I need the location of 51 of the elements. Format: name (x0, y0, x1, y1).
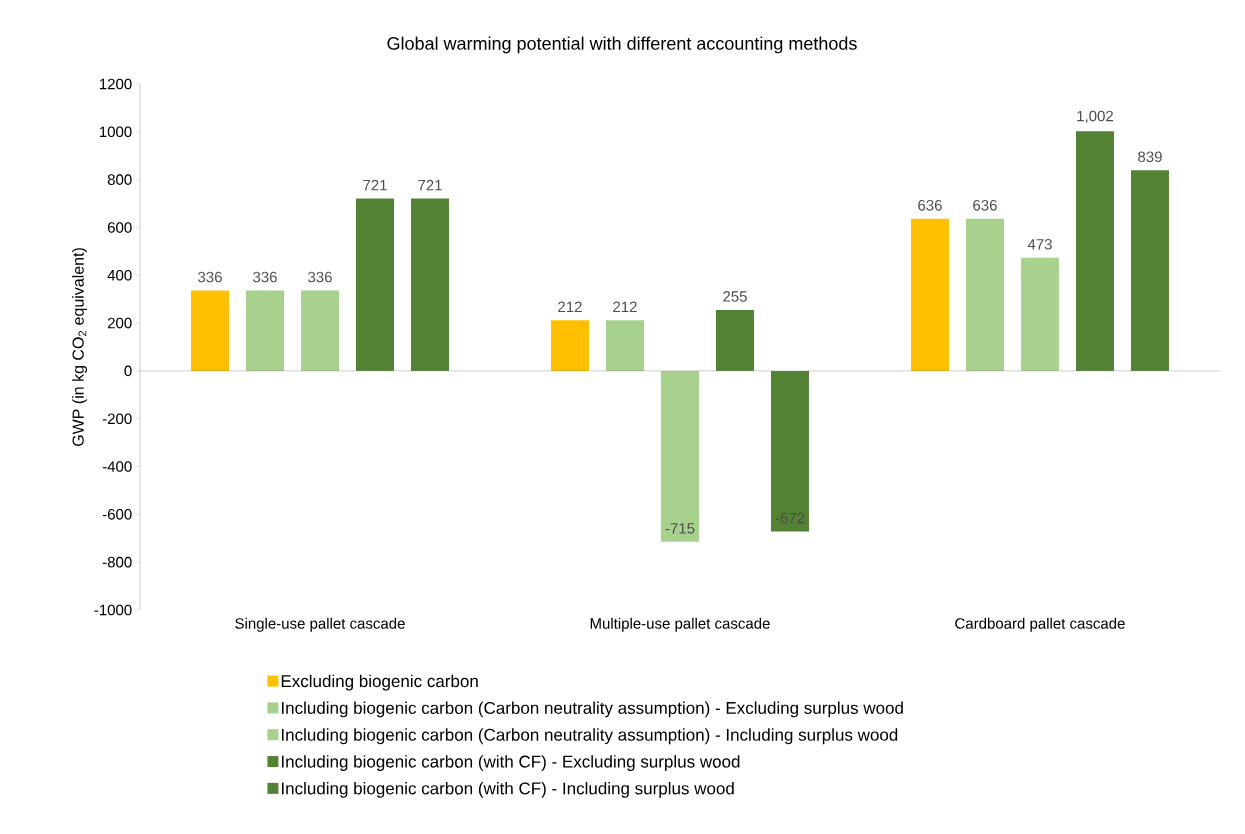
y-tick-label: -600 (102, 509, 132, 520)
data-label: 636 (973, 200, 997, 211)
bar (770, 370, 809, 532)
bar (411, 198, 449, 371)
bar (910, 218, 949, 371)
data-label: 473 (1027, 238, 1052, 250)
y-tick-label: 600 (107, 222, 132, 233)
bar (965, 218, 1004, 371)
bar (550, 320, 589, 371)
chart-title: Global warming potential with different accounting methods (387, 36, 857, 54)
data-label: 636 (918, 200, 942, 211)
y-tick-label: 0 (124, 365, 132, 377)
y-tick-label: 800 (107, 174, 132, 185)
data-label: 212 (558, 301, 582, 313)
bar (356, 198, 394, 371)
data-label: 255 (723, 291, 747, 302)
bar (660, 370, 699, 542)
x-tick-label: Cardboard pallet cascade (955, 617, 1125, 632)
y-axis-title: GWP (in kg CO$_{2}$ equivalent) (72, 248, 87, 447)
y-tick-label: 1200 (99, 78, 132, 90)
y-tick-label: 200 (107, 317, 132, 329)
legend-label: Excluding biogenic carbon (281, 674, 478, 691)
y-tick-label: -1000 (94, 604, 132, 616)
bar (715, 309, 754, 371)
bar (1020, 257, 1059, 371)
y-tick-label: 400 (107, 269, 132, 281)
data-label: 1,002 (1077, 110, 1113, 124)
data-label: 336 (253, 271, 277, 283)
data-label: 212 (613, 301, 637, 313)
y-tick-label: -400 (102, 461, 132, 472)
x-tick-label: Multiple-use pallet cascade (590, 617, 770, 632)
bar (1130, 170, 1169, 371)
bar (191, 290, 229, 371)
legend-label: Including biogenic carbon (Carbon neutrality assumption) - Including surplus wood (281, 728, 898, 745)
bar (246, 290, 284, 371)
legend-label: Including biogenic carbon (with CF) - Excluding surplus wood (281, 755, 740, 771)
bar (1075, 131, 1114, 371)
bar (605, 320, 644, 371)
legend-label: Including biogenic carbon (with CF) - Including surplus wood (281, 781, 734, 798)
bar (301, 290, 339, 371)
data-label: 336 (198, 271, 222, 283)
data-label: 839 (1138, 151, 1162, 163)
legend-label: Including biogenic carbon (Carbon neutrality assumption) - Excluding surplus wood (281, 701, 903, 718)
data-label: 336 (308, 271, 332, 283)
y-tick-label: -200 (102, 413, 132, 425)
x-tick-label: Single-use pallet cascade (235, 617, 405, 632)
data-label: -715 (665, 523, 695, 534)
y-tick-label: -800 (102, 556, 132, 568)
data-label: 721 (418, 179, 442, 191)
data-label: 721 (363, 179, 387, 191)
y-tick-label: 1000 (99, 126, 132, 138)
